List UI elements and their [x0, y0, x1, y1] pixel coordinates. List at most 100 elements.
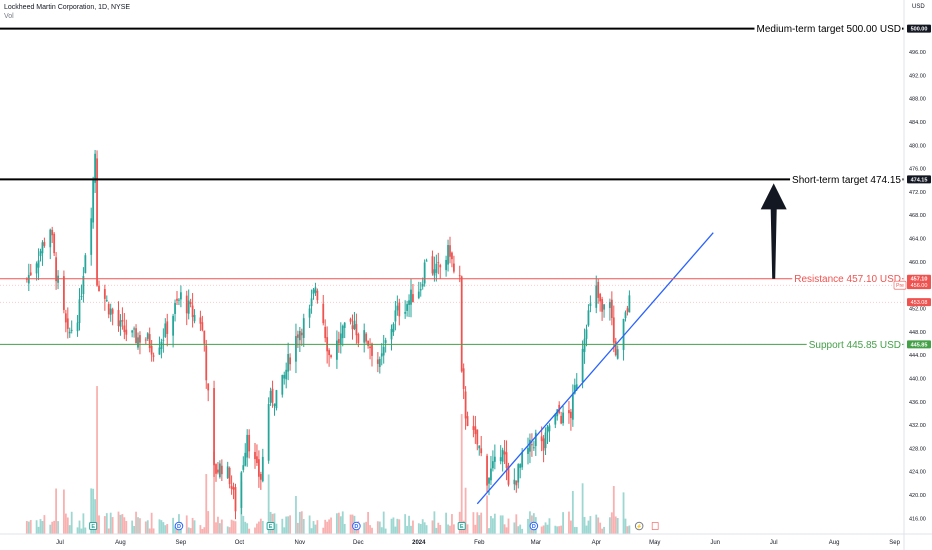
volume-bar [490, 516, 492, 534]
volume-bar [406, 525, 408, 534]
volume-bar [392, 517, 395, 534]
volume-bar [68, 525, 71, 534]
volume-bar [49, 524, 52, 534]
volume-bar [394, 526, 397, 534]
volume-bar [246, 523, 249, 534]
volume-bar [390, 518, 393, 534]
price-tick-label: 484.00 [909, 120, 926, 126]
candle-body [150, 345, 153, 355]
time-tick-label: May [649, 540, 660, 546]
candle-body [406, 304, 408, 311]
volume-bar [599, 522, 602, 534]
volume-bar [78, 520, 81, 534]
last-price-badge [907, 298, 931, 307]
candle-body [501, 449, 504, 462]
candle-body [103, 289, 106, 299]
price-tick-label: 436.00 [909, 400, 926, 406]
candle-body [90, 218, 93, 255]
earnings-marker-text: E [91, 524, 95, 530]
candle-body [513, 479, 516, 485]
volume-bar [29, 520, 32, 534]
volume-bar [337, 512, 340, 534]
volume-bar [626, 526, 629, 534]
candle-body [254, 452, 256, 460]
candle-body [98, 285, 100, 292]
volume-bar [488, 528, 490, 534]
volume-bar [421, 519, 424, 534]
candle-body [82, 276, 85, 295]
candle-body [70, 329, 73, 331]
candle-body [146, 333, 149, 339]
candle-body [423, 262, 426, 284]
volume-bar [215, 522, 217, 534]
candle-body [324, 326, 327, 339]
price-tick-label: 432.00 [909, 423, 926, 429]
candle-body [96, 158, 98, 286]
volume-bar [349, 514, 352, 534]
candle-body [486, 455, 488, 486]
candle-body [105, 300, 108, 302]
price-tick-label: 416.00 [909, 516, 926, 522]
volume-bar [519, 524, 522, 534]
volume-bar [423, 522, 426, 534]
candle-body [258, 459, 260, 477]
split-marker-text: ⚡ [636, 523, 642, 530]
candle-body [437, 262, 440, 264]
volume-bar [207, 511, 210, 534]
price-tick-label: 444.00 [909, 353, 926, 359]
dividend-marker [352, 521, 361, 531]
candle-body [285, 369, 288, 380]
candlesticks [25, 149, 631, 520]
event-markers: E D E D E D ⚡ [89, 521, 659, 531]
candle-body [451, 252, 453, 260]
volume-bar [453, 524, 455, 534]
candle-body [37, 260, 40, 268]
candle-body [135, 328, 137, 344]
candle-body [162, 339, 165, 341]
candle-body [371, 343, 373, 356]
candle-body [380, 353, 383, 357]
volume-bar [587, 520, 590, 534]
candle-body [295, 336, 297, 362]
volume-bar [310, 528, 313, 534]
volume-bar [435, 527, 438, 534]
volume-bar [573, 527, 576, 534]
price-tick-label: 440.00 [909, 376, 926, 382]
volume-bar [189, 528, 192, 534]
candle-body [39, 251, 42, 257]
candle-body [609, 302, 611, 308]
volume-bar [205, 474, 208, 534]
candle-body [612, 317, 615, 343]
volume-bar [70, 511, 73, 534]
candle-body [121, 320, 124, 322]
price-tick-label: 448.00 [909, 330, 926, 336]
earnings-marker-text: E [460, 524, 464, 530]
volume-bar [460, 414, 463, 534]
candle-body [540, 436, 543, 442]
candle-body [390, 328, 393, 340]
earnings-marker [89, 522, 98, 530]
volume-bar [384, 528, 387, 534]
candle-body [111, 309, 114, 314]
volume-bar [111, 517, 114, 534]
volume-bar [308, 515, 311, 534]
time-tick-label: 2024 [412, 540, 426, 546]
volume-bar [228, 527, 231, 534]
volume-bar [193, 520, 196, 534]
candle-body [412, 294, 414, 303]
volume-bar [90, 488, 93, 534]
candle-body [337, 339, 340, 344]
volume-bar [527, 518, 529, 534]
candle-body [205, 345, 208, 381]
candle-body [217, 469, 219, 473]
candle-body [300, 332, 303, 336]
volume-bar [597, 517, 600, 534]
volume-bar [234, 521, 237, 534]
volume-bar [542, 525, 545, 534]
candle-body [219, 463, 221, 478]
time-tick-label: Aug [829, 540, 840, 546]
currency-label: USD [912, 4, 925, 10]
time-tick-label: Apr [592, 540, 601, 546]
pre-market-tag [893, 280, 907, 290]
